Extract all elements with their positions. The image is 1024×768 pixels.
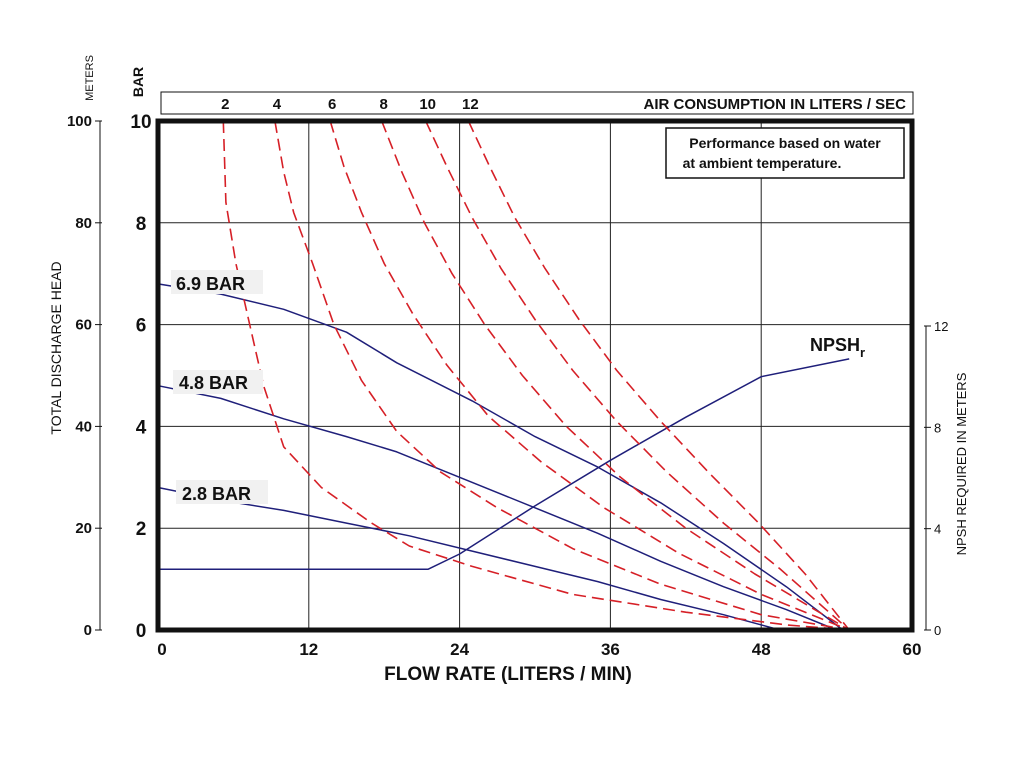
- x-tick-label: 12: [299, 640, 318, 659]
- x-tick-label: 0: [157, 640, 166, 659]
- bar-tick-label: 8: [136, 214, 147, 235]
- series-line-12: [467, 120, 850, 631]
- series-label-2-8-bar: 2.8 BAR: [182, 484, 251, 504]
- meters-tick-label: 20: [75, 520, 92, 537]
- bar-tick-label: 10: [130, 112, 151, 133]
- npshr-main: NPSH: [810, 335, 860, 355]
- x-axis-title: FLOW RATE (LITERS / MIN): [384, 664, 632, 685]
- x-tick-label: 24: [450, 640, 469, 659]
- x-tick-label: 36: [601, 640, 620, 659]
- air-consumption-label: 10: [419, 96, 436, 113]
- air-consumption-title: AIR CONSUMPTION IN LITERS / SEC: [643, 96, 906, 113]
- bar-tick-label: 0: [136, 621, 147, 642]
- npsh-axis-ticks: 0 4 8 12: [924, 319, 948, 638]
- meters-axis-ticks: 0 20 40 60 80 100: [67, 113, 102, 639]
- npshr-subscript: r: [860, 345, 865, 360]
- npsh-tick-label: 12: [934, 319, 948, 334]
- npsh-tick-label: 8: [934, 420, 941, 435]
- series-line-4: [274, 120, 850, 631]
- series-line-2-8-bar: [157, 486, 781, 631]
- bar-tick-label: 6: [136, 316, 147, 337]
- series-label-6-9-bar: 6.9 BAR: [176, 274, 245, 294]
- label-bg-2-8-bar: [176, 480, 268, 504]
- grid: [158, 121, 912, 630]
- air-consumption-label: 6: [328, 96, 336, 113]
- air-consumption-labels: 2 4 6 8 10 12: [221, 96, 479, 113]
- meters-axis-unit: METERS: [84, 55, 96, 101]
- meters-tick-label: 60: [75, 317, 92, 334]
- series-line-6: [329, 120, 850, 631]
- air-consumption-bar: [160, 91, 914, 115]
- npsh-tick-label: 0: [934, 623, 941, 638]
- x-axis-ticks: 0 12 24 36 48 60: [157, 640, 921, 659]
- air-consumption-label: 2: [221, 96, 229, 113]
- bar-tick-label: 2: [136, 519, 147, 540]
- series-label-npshr: NPSHr: [810, 335, 865, 360]
- label-bg-4-8-bar: [173, 370, 263, 394]
- series-label-4-8-bar: 4.8 BAR: [179, 373, 248, 393]
- meters-tick-label: 40: [75, 418, 92, 435]
- left-axis-title: TOTAL DISCHARGE HEAD: [48, 261, 64, 434]
- meters-tick-label: 80: [75, 215, 92, 232]
- plot-frame: [155, 118, 915, 633]
- bar-tick-label: 4: [136, 417, 147, 438]
- meters-tick-label: 100: [67, 113, 92, 130]
- series-line-10: [424, 120, 850, 631]
- label-bg-6-9-bar: [171, 270, 263, 294]
- series-line-npshr: [158, 358, 850, 570]
- x-tick-label: 48: [752, 640, 771, 659]
- right-axis-title: NPSH REQUIRED IN METERS: [954, 372, 969, 555]
- npsh-tick-label: 4: [934, 522, 941, 537]
- annotation-line-2: at ambient temperature.: [683, 155, 842, 171]
- air-consumption-label: 12: [462, 96, 479, 113]
- bar-axis-ticks: 0 2 4 6 8 10: [130, 112, 151, 642]
- series-line-8: [380, 120, 850, 631]
- series-line-6-9-bar: [157, 283, 844, 631]
- meters-tick-label: 0: [84, 622, 92, 639]
- series-line-2: [222, 120, 850, 631]
- x-tick-label: 60: [903, 640, 922, 659]
- series-line-4-8-bar: [157, 384, 837, 631]
- annotation-line-1: Performance based on water: [689, 135, 881, 151]
- annotation-box: [665, 127, 905, 179]
- air-consumption-label: 8: [380, 96, 388, 113]
- air-consumption-label: 4: [273, 96, 282, 113]
- bar-axis-unit: BAR: [130, 67, 146, 97]
